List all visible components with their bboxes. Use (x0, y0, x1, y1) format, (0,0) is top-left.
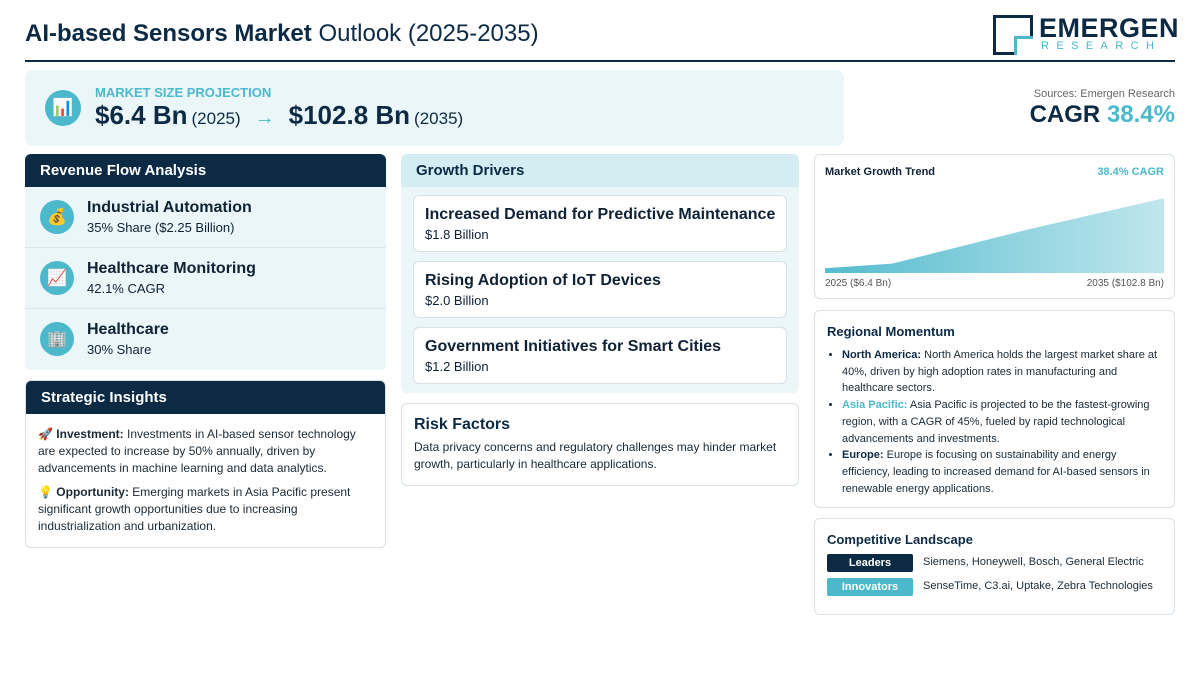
region-name: Asia Pacific: (842, 399, 908, 412)
chart-increasing-icon: 📈 (40, 261, 74, 295)
bar-chart-icon: 📊 (45, 90, 81, 126)
title-rest: Outlook (2025-2035) (311, 20, 539, 47)
cagr-headline: CAGR 38.4% (1030, 101, 1175, 129)
cagr-summary: Sources: Emergen Research CAGR 38.4% (1030, 88, 1175, 129)
start-value: $6.4 Bn (95, 100, 188, 130)
start-year: (2025) (191, 109, 241, 128)
strategic-insights-panel: Strategic Insights 🚀 Investment: Investm… (25, 380, 386, 548)
logo-sub-text: RESEARCH (1041, 40, 1162, 52)
revenue-heading: Revenue Flow Analysis (25, 154, 386, 187)
logo-mark-icon (993, 15, 1033, 55)
revenue-item-title: Healthcare Monitoring (87, 260, 256, 277)
drivers-heading: Growth Drivers (401, 154, 799, 187)
region-name: Europe: (842, 449, 884, 462)
regional-momentum-panel: Regional Momentum North America: North A… (814, 310, 1175, 508)
market-growth-trend-card: Market Growth Trend 38.4% CAGR 2025 ($6.… (814, 154, 1175, 299)
arrow-right-icon: → (254, 107, 275, 129)
driver-title: Increased Demand for Predictive Maintena… (425, 206, 776, 223)
region-item: North America: North America holds the l… (842, 347, 1167, 397)
opportunity-insight: 💡 Opportunity: Emerging markets in Asia … (38, 484, 373, 535)
revenue-item: 🏢 Healthcare 30% Share (25, 309, 386, 370)
projection-label: MARKET SIZE PROJECTION (95, 85, 272, 100)
competitive-landscape-panel: Competitive Landscape Leaders Siemens, H… (814, 518, 1175, 615)
investment-label: Investment: (56, 427, 124, 441)
logo-main-text: EMERGEN (1039, 13, 1180, 43)
region-text: Asia Pacific is projected to be the fast… (842, 399, 1150, 445)
revenue-item-subtitle: 35% Share ($2.25 Billion) (87, 220, 235, 235)
regional-list: North America: North America holds the l… (842, 347, 1167, 497)
lightbulb-icon: 💡 (38, 485, 53, 499)
sources-text: Sources: Emergen Research (1033, 88, 1175, 100)
rocket-icon: 🚀 (38, 427, 53, 441)
competitor-names: Siemens, Honeywell, Bosch, General Elect… (923, 556, 1144, 568)
competitor-row: Innovators SenseTime, C3.ai, Uptake, Zeb… (827, 578, 1167, 596)
revenue-item-subtitle: 30% Share (87, 342, 152, 357)
driver-title: Rising Adoption of IoT Devices (425, 272, 661, 289)
investment-insight: 🚀 Investment: Investments in AI-based se… (38, 426, 373, 477)
leaders-badge: Leaders (827, 554, 913, 572)
revenue-item: 📈 Healthcare Monitoring 42.1% CAGR (25, 248, 386, 309)
driver-card: Increased Demand for Predictive Maintena… (413, 195, 787, 252)
risk-heading: Risk Factors (414, 416, 511, 433)
growth-drivers-panel: Growth Drivers Increased Demand for Pred… (401, 154, 799, 393)
driver-card: Government Initiatives for Smart Cities … (413, 327, 787, 384)
end-value: $102.8 Bn (288, 100, 411, 130)
driver-value: $1.2 Billion (425, 359, 489, 374)
risk-factors-panel: Risk Factors Data privacy concerns and r… (401, 403, 799, 486)
competitor-names: SenseTime, C3.ai, Uptake, Zebra Technolo… (923, 580, 1153, 592)
regional-heading: Regional Momentum (827, 324, 955, 339)
cagr-label: CAGR (1029, 101, 1101, 128)
region-text: North America holds the largest market s… (842, 349, 1158, 395)
driver-title: Government Initiatives for Smart Cities (425, 338, 722, 355)
page-title: AI-based Sensors Market Outlook (2025-20… (25, 20, 539, 48)
region-item: Asia Pacific: Asia Pacific is projected … (842, 397, 1167, 447)
growth-area-chart (825, 198, 1164, 273)
revenue-flow-panel: Revenue Flow Analysis 💰 Industrial Autom… (25, 154, 386, 370)
trend-end-label: 2035 ($102.8 Bn) (1086, 278, 1164, 289)
emergen-logo: EMERGEN RESEARCH (993, 13, 1179, 56)
insights-body: 🚀 Investment: Investments in AI-based se… (26, 414, 385, 535)
trend-start-label: 2025 ($6.4 Bn) (825, 278, 892, 289)
region-name: North America: (842, 349, 922, 361)
opportunity-text: Emerging markets in Asia Pacific present… (38, 485, 351, 533)
cagr-value: 38.4% (1106, 101, 1175, 128)
projection-values: $6.4 Bn (2025) → $102.8 Bn (2035) (95, 100, 463, 131)
competitive-heading: Competitive Landscape (827, 532, 973, 547)
investment-text: Investments in AI-based sensor technolog… (38, 427, 356, 475)
money-bag-icon: 💰 (40, 200, 74, 234)
driver-card: Rising Adoption of IoT Devices $2.0 Bill… (413, 261, 787, 318)
driver-value: $2.0 Billion (425, 293, 489, 308)
insights-heading: Strategic Insights (26, 381, 385, 414)
hospital-icon: 🏢 (40, 322, 74, 356)
trend-cagr: 38.4% CAGR (1097, 166, 1164, 178)
revenue-item-title: Healthcare (87, 321, 169, 338)
end-year: (2035) (414, 109, 464, 128)
growth-area-series (825, 198, 1164, 273)
title-bold: AI-based Sensors Market (25, 20, 312, 47)
revenue-item: 💰 Industrial Automation 35% Share ($2.25… (25, 187, 386, 248)
opportunity-label: Opportunity: (56, 485, 129, 499)
driver-value: $1.8 Billion (425, 227, 489, 242)
revenue-item-title: Industrial Automation (87, 199, 252, 216)
page-header: AI-based Sensors Market Outlook (2025-20… (25, 12, 1179, 62)
risk-text: Data privacy concerns and regulatory cha… (414, 440, 777, 471)
competitor-row: Leaders Siemens, Honeywell, Bosch, Gener… (827, 554, 1167, 572)
innovators-badge: Innovators (827, 578, 913, 596)
region-item: Europe: Europe is focusing on sustainabi… (842, 447, 1167, 497)
trend-title: Market Growth Trend (825, 166, 936, 178)
market-size-projection: 📊 MARKET SIZE PROJECTION $6.4 Bn (2025) → $… (25, 70, 844, 146)
revenue-item-subtitle: 42.1% CAGR (87, 281, 166, 296)
region-text: Europe is focusing on sustainability and… (842, 449, 1150, 495)
